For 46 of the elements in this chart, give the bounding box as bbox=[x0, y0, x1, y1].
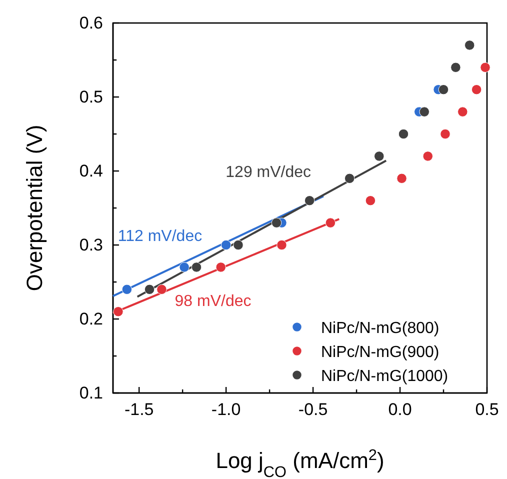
point bbox=[344, 173, 355, 184]
point bbox=[419, 106, 430, 117]
point bbox=[179, 262, 190, 272]
point bbox=[398, 128, 409, 140]
point bbox=[156, 284, 167, 295]
point bbox=[216, 262, 226, 272]
y-tick-label: 0.4 bbox=[79, 161, 103, 180]
annotation: 98 mV/dec bbox=[174, 293, 252, 310]
y-tick-label: 0.5 bbox=[79, 87, 103, 106]
annotation: 112 mV/dec bbox=[118, 228, 202, 246]
x-tick-label: -0.5 bbox=[298, 400, 328, 420]
point bbox=[464, 40, 475, 50]
point bbox=[122, 284, 132, 295]
point bbox=[271, 218, 282, 228]
y-axis-title: Overpotential (V) bbox=[22, 124, 47, 292]
point bbox=[374, 151, 384, 162]
x-tick-label: -1.5 bbox=[124, 400, 154, 420]
point bbox=[440, 128, 450, 140]
point bbox=[113, 306, 124, 317]
point bbox=[276, 240, 287, 250]
point bbox=[325, 218, 336, 228]
point bbox=[144, 284, 155, 295]
y-tick-label: 0.3 bbox=[79, 235, 103, 254]
legend-label: NiPc/N-mG(900) bbox=[321, 344, 440, 361]
point bbox=[304, 195, 315, 206]
legend-label: NiPc/N-mG(800) bbox=[321, 320, 440, 337]
x-axis-title: Log j$_{CO}$ (mA/cm$^{2}$) bbox=[216, 446, 384, 479]
point bbox=[191, 262, 202, 272]
y-tick-label: 0.1 bbox=[79, 383, 103, 402]
point bbox=[422, 151, 433, 162]
point bbox=[396, 173, 407, 184]
point bbox=[458, 106, 468, 117]
annotation: 129 mV/dec bbox=[226, 164, 312, 181]
text: 0.0 bbox=[388, 400, 412, 420]
text: -1.0 bbox=[211, 400, 241, 420]
y-tick-label: 0.6 bbox=[79, 13, 103, 32]
point bbox=[438, 84, 449, 95]
x-tick-label: 0.5 bbox=[475, 400, 499, 420]
y-tick-label: 0.2 bbox=[79, 309, 103, 328]
point bbox=[365, 195, 376, 206]
point bbox=[471, 84, 482, 95]
point bbox=[450, 62, 461, 73]
point bbox=[233, 240, 244, 250]
point bbox=[220, 240, 232, 250]
point bbox=[480, 62, 490, 73]
legend-label: NiPc/N-mG(1000) bbox=[321, 368, 448, 385]
